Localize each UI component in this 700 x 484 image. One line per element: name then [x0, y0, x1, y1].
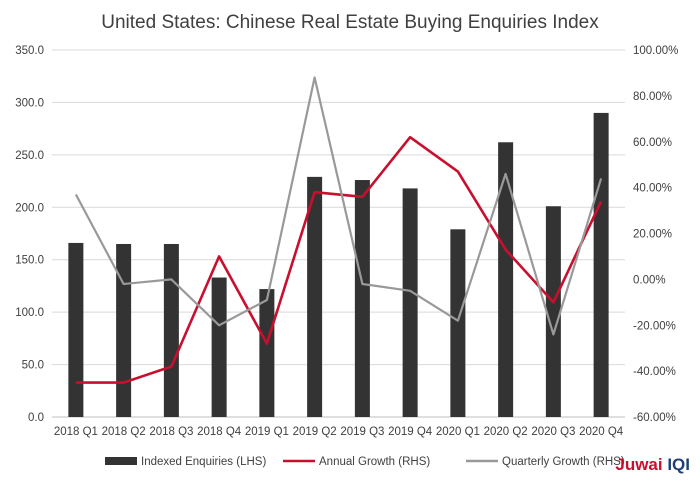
x-tick-label: 2020 Q1	[436, 426, 480, 438]
left-axis: 0.0 50.0 100.0 150.0 200.0 250.0 300.0 350.0	[15, 45, 44, 424]
gridlines	[52, 49, 625, 418]
bar-series	[68, 112, 609, 418]
x-tick-label: 2018 Q3	[149, 426, 193, 438]
bar	[163, 243, 179, 417]
bar	[116, 243, 132, 417]
x-tick-label: 2020 Q4	[579, 426, 624, 438]
x-axis: 2018 Q1 2018 Q2 2018 Q3 2018 Q4 2019 Q1 2019 …	[54, 426, 624, 438]
x-tick-label: 2020 Q2	[484, 426, 528, 438]
x-tick-label: 2018 Q1	[54, 426, 98, 438]
right-tick-label: 0.00%	[633, 274, 666, 286]
bar	[545, 206, 561, 417]
x-tick-label: 2019 Q4	[388, 426, 433, 438]
x-tick-label: 2018 Q2	[102, 426, 146, 438]
right-tick-label: 80.00%	[633, 91, 672, 103]
right-tick-label: 100.00%	[633, 45, 678, 57]
x-tick-label: 2018 Q4	[197, 426, 242, 438]
right-tick-label: 20.00%	[633, 229, 672, 241]
x-tick-label: 2019 Q2	[293, 426, 337, 438]
left-tick-label: 250.0	[15, 150, 44, 162]
left-tick-label: 350.0	[15, 45, 44, 57]
bar	[68, 242, 84, 417]
bar	[450, 229, 466, 417]
left-tick-label: 150.0	[15, 255, 44, 267]
legend-label: Quarterly Growth (RHS)	[502, 456, 625, 468]
svg-text:Juwai IQI: Juwai IQI	[615, 455, 690, 474]
bar	[259, 289, 275, 417]
brand-logo: Juwai IQI	[615, 455, 690, 474]
right-tick-label: -40.00%	[633, 366, 676, 378]
series-line	[74, 76, 603, 336]
left-tick-label: 50.0	[22, 360, 44, 372]
x-tick-label: 2019 Q1	[245, 426, 289, 438]
bar	[402, 188, 418, 417]
left-tick-label: 200.0	[15, 202, 44, 214]
left-tick-label: 300.0	[15, 97, 44, 109]
legend-label: Annual Growth (RHS)	[319, 456, 430, 468]
right-tick-label: 40.00%	[633, 183, 672, 195]
right-tick-label: -60.00%	[633, 412, 676, 424]
left-tick-label: 100.0	[15, 307, 44, 319]
logo-text-juwai: Juwai	[615, 455, 667, 474]
bar	[593, 112, 609, 418]
bar	[307, 176, 323, 417]
legend: Indexed Enquiries (LHS) Annual Growth (RH…	[105, 456, 625, 468]
right-tick-label: -20.00%	[633, 320, 676, 332]
logo-text-iqi: IQI	[667, 455, 690, 474]
legend-label: Indexed Enquiries (LHS)	[141, 456, 266, 468]
bar	[211, 277, 227, 417]
x-tick-label: 2020 Q3	[531, 426, 575, 438]
right-tick-label: 60.00%	[633, 137, 672, 149]
bar	[498, 142, 514, 417]
series-line	[75, 135, 603, 384]
left-tick-label: 0.0	[28, 412, 44, 424]
legend-swatch	[105, 457, 137, 465]
bar	[354, 180, 370, 417]
line-series	[74, 76, 603, 384]
chart-title: United States: Chinese Real Estate Buyin…	[101, 12, 599, 33]
right-axis: -60.00% -40.00% -20.00% 0.00% 20.00% 40.00% 60…	[633, 45, 678, 424]
x-tick-label: 2019 Q3	[340, 426, 384, 438]
